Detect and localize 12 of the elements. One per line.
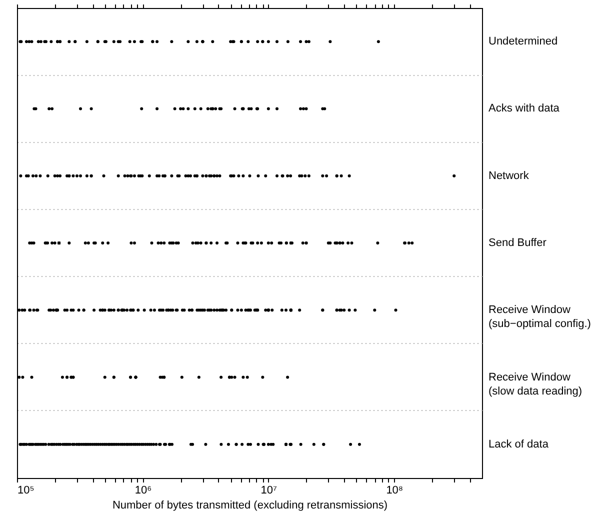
y-tick-label: Receive Window (sub−optimal config.) [488,304,591,330]
y-tick-label: Network [488,170,530,182]
y-tick-label: Acks with data [488,102,560,115]
y-tick-label: Lack of data [488,438,550,450]
x-axis-title: Number of bytes transmitted (excluding retransmissions) [112,500,388,512]
x-tick-label: 10⁶ [134,484,152,496]
x-tick-label: 10⁷ [260,484,278,496]
y-tick-label: Undetermined [488,36,558,48]
x-tick-label: 10⁸ [386,484,404,496]
y-tick-label: Send Buffer [488,237,547,249]
x-tick-label: 10⁵ [18,484,34,496]
y-tick-label: Receive Window (slow data reading) [488,371,582,398]
